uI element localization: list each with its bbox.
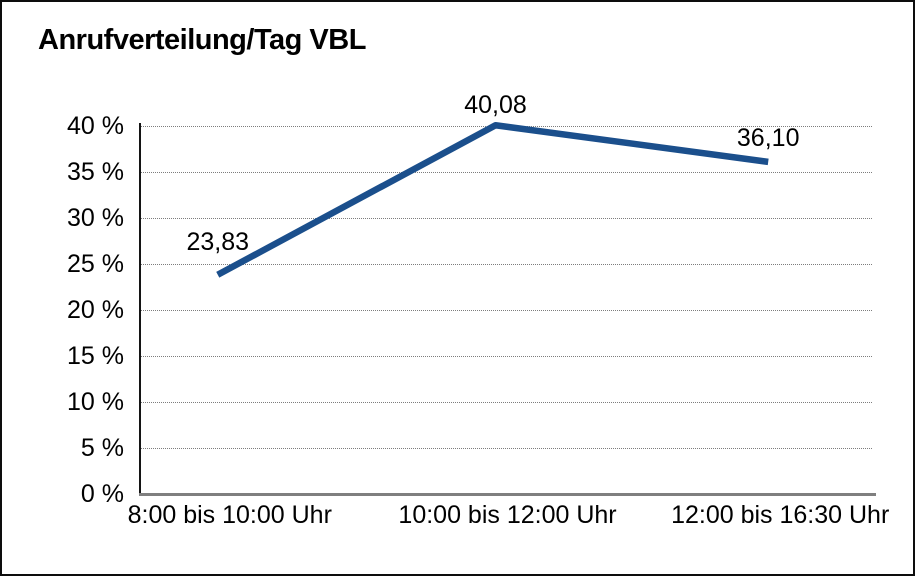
y-tick-label-10: 10 %	[67, 388, 124, 416]
data-label-1: 23,83	[186, 227, 250, 256]
series-polyline	[216, 122, 769, 278]
x-category-label-1: 8:00 bis 10:00 Uhr	[127, 501, 332, 529]
y-axis-tick-labels: 0 % 5 % 10 % 15 % 20 % 25 % 30 % 35 % 40 %	[0, 0, 124, 576]
gridline-15	[141, 356, 872, 357]
y-tick-label-15: 15 %	[67, 342, 124, 370]
x-category-label-2: 10:00 bis 12:00 Uhr	[398, 501, 617, 529]
y-tick-label-0: 0 %	[80, 480, 124, 508]
y-tick-label-40: 40 %	[67, 112, 124, 140]
y-tick-label-20: 20 %	[67, 296, 124, 324]
plot-area	[139, 122, 876, 496]
y-axis-line	[139, 123, 141, 496]
y-tick-label-35: 35 %	[67, 158, 124, 186]
y-tick-label-30: 30 %	[67, 204, 124, 232]
line-series-layer	[216, 122, 769, 278]
gridline-10	[141, 402, 872, 403]
gridline-20	[141, 310, 872, 311]
gridline-25	[141, 264, 872, 265]
gridline-30	[141, 218, 872, 219]
data-label-2: 40,08	[464, 91, 527, 120]
gridline-35	[141, 172, 872, 173]
y-tick-label-25: 25 %	[67, 250, 124, 278]
chart-title: Anrufverteilung/Tag VBL	[38, 24, 366, 56]
gridline-5	[141, 448, 872, 449]
x-axis-line	[139, 493, 876, 496]
x-category-label-3: 12:00 bis 16:30 Uhr	[671, 501, 890, 529]
y-tick-label-5: 5 %	[80, 434, 124, 462]
data-label-3: 36,10	[736, 123, 800, 152]
